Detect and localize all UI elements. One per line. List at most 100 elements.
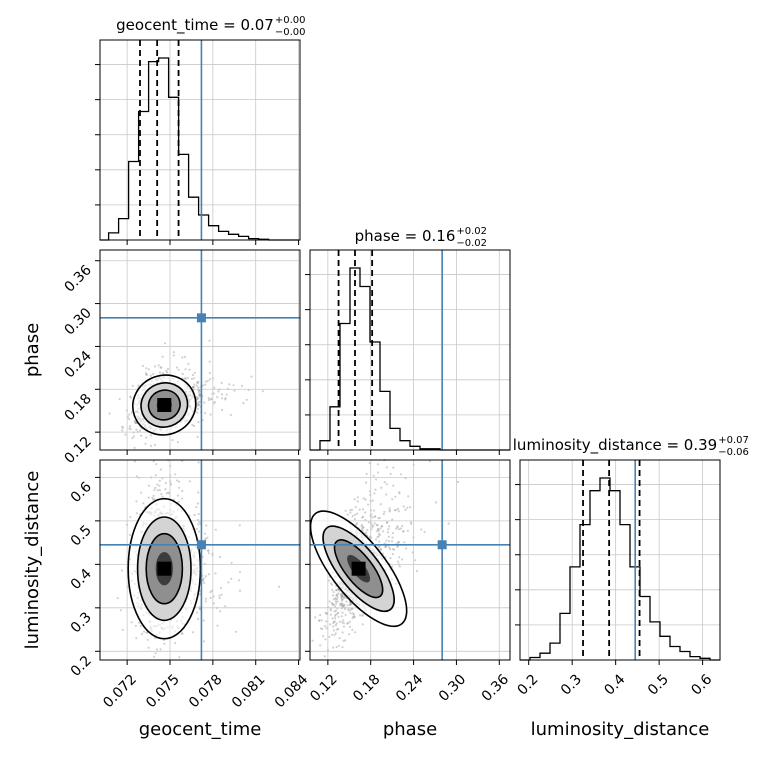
panel-frame xyxy=(99,459,301,661)
scatter-point xyxy=(319,644,322,647)
scatter-point xyxy=(324,611,327,615)
scatter-point xyxy=(388,546,391,549)
scatter-point xyxy=(205,524,208,527)
scatter-point xyxy=(334,613,337,616)
xtick-label: 0.36 xyxy=(479,671,512,704)
scatter-point xyxy=(336,600,339,603)
scatter-point xyxy=(167,491,170,494)
scatter-point xyxy=(342,625,345,628)
scatter-point xyxy=(338,637,341,640)
scatter-point xyxy=(135,428,138,431)
scatter-point xyxy=(196,411,199,414)
title-subscript: −0.06 xyxy=(718,447,749,458)
scatter-point xyxy=(197,389,200,392)
scatter-point xyxy=(188,368,191,371)
xtick-label: 0.12 xyxy=(307,672,340,705)
scatter-point xyxy=(329,609,332,612)
scatter-point xyxy=(171,439,174,442)
scatter-point xyxy=(152,494,155,497)
scatter-point xyxy=(134,422,137,425)
scatter-point xyxy=(380,525,383,528)
density-peak xyxy=(157,561,172,576)
scatter-point xyxy=(336,598,339,601)
scatter-point xyxy=(131,384,134,387)
scatter-point xyxy=(277,585,281,588)
scatter-point xyxy=(372,474,375,477)
scatter-point xyxy=(373,492,376,495)
scatter-point xyxy=(398,492,401,495)
truth-marker xyxy=(196,540,206,550)
scatter-point xyxy=(210,589,213,592)
scatter-point xyxy=(361,516,364,519)
scatter-point xyxy=(403,541,406,544)
scatter-point xyxy=(217,390,220,393)
scatter-point xyxy=(172,351,175,354)
scatter-point xyxy=(208,371,211,375)
scatter-point xyxy=(212,602,215,605)
scatter-point xyxy=(388,510,391,513)
scatter-point xyxy=(318,619,321,622)
scatter-point xyxy=(402,530,405,533)
scatter-point xyxy=(344,639,347,642)
scatter-point xyxy=(362,526,365,529)
scatter-point xyxy=(220,393,224,396)
scatter-point xyxy=(339,604,342,607)
ytick-label: 0.30 xyxy=(61,305,94,338)
scatter-point xyxy=(196,397,199,401)
scatter-point xyxy=(158,489,161,492)
scatter-point xyxy=(144,442,147,445)
scatter-point xyxy=(375,538,378,541)
scatter-point xyxy=(159,366,162,369)
scatter-point xyxy=(377,527,380,531)
scatter-point xyxy=(341,631,344,634)
scatter-point xyxy=(389,548,392,551)
scatter-point xyxy=(386,531,390,534)
scatter-point xyxy=(410,522,413,525)
scatter-point xyxy=(395,509,398,512)
scatter-point xyxy=(207,398,210,402)
xtick-label: 0.5 xyxy=(645,672,672,699)
scatter-point xyxy=(238,524,241,527)
scatter-point xyxy=(398,556,401,559)
scatter-point xyxy=(393,509,396,512)
scatter-point xyxy=(116,597,119,600)
ytick-label: 0.24 xyxy=(61,348,94,381)
scatter-point xyxy=(360,525,363,528)
scatter-point xyxy=(398,491,401,494)
scatter-point xyxy=(397,510,401,513)
scatter-point xyxy=(203,581,206,585)
scatter-point xyxy=(145,373,148,376)
scatter-point xyxy=(120,569,123,572)
ytick-label: 0.6 xyxy=(68,479,95,506)
scatter-point xyxy=(190,377,194,381)
scatter-point xyxy=(145,631,148,634)
scatter-point xyxy=(177,480,181,483)
scatter-point xyxy=(397,560,400,563)
scatter-point xyxy=(210,397,213,400)
scatter-point xyxy=(328,635,331,639)
scatter-point xyxy=(191,423,194,426)
scatter-point xyxy=(346,513,349,516)
scatter-point xyxy=(332,603,335,607)
xtick-label: 0.072 xyxy=(100,672,140,712)
scatter-point xyxy=(383,510,386,513)
scatter-point xyxy=(141,364,144,367)
scatter-point xyxy=(334,600,338,603)
scatter-point xyxy=(137,621,141,624)
scatter-point xyxy=(334,632,337,635)
title-superscript: +0.00 xyxy=(275,15,306,26)
truth-marker xyxy=(437,540,447,550)
scatter-point xyxy=(335,594,338,597)
scatter-point xyxy=(250,375,253,378)
scatter-point xyxy=(335,646,338,649)
scatter-point xyxy=(224,398,227,401)
scatter-point xyxy=(181,497,184,500)
scatter-point xyxy=(343,604,346,607)
scatter-point xyxy=(158,484,161,487)
scatter-point xyxy=(196,402,199,405)
scatter-point xyxy=(343,596,346,600)
scatter-point xyxy=(351,628,354,632)
scatter-point xyxy=(396,525,399,528)
scatter-point xyxy=(145,367,148,370)
scatter-point xyxy=(332,591,335,594)
